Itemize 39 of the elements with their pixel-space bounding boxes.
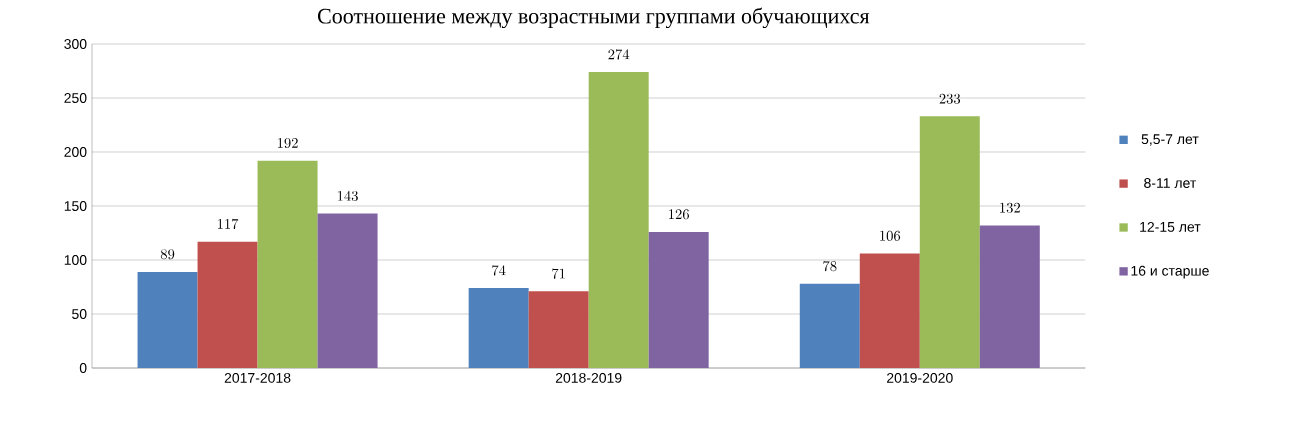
bar xyxy=(588,72,649,368)
legend-label: 12-15 лет xyxy=(1140,221,1201,232)
x-tick-label: 2017-2018 xyxy=(224,372,291,383)
legend-label: 16 и старше xyxy=(1131,265,1209,279)
bar xyxy=(859,253,920,368)
bar xyxy=(197,241,258,368)
data-label: 192 xyxy=(277,137,298,149)
y-tick-label: 250 xyxy=(64,93,87,103)
y-tick-label: 150 xyxy=(64,201,87,211)
bar xyxy=(137,271,198,368)
data-label: 274 xyxy=(608,49,630,60)
data-label: 106 xyxy=(880,230,901,241)
bar xyxy=(648,231,709,368)
y-tick-label: 100 xyxy=(64,255,87,265)
y-tick-label: 300 xyxy=(64,39,87,49)
bar xyxy=(799,283,860,368)
bar xyxy=(317,213,378,368)
data-label: 233 xyxy=(939,93,961,104)
bar xyxy=(919,116,980,368)
chart-title: Соотношение между возрастными группами обучающихся xyxy=(317,7,870,29)
data-label: 78 xyxy=(823,260,837,272)
legend-label: 8-11 лет xyxy=(1144,178,1197,188)
x-tick-label: 2018-2019 xyxy=(555,372,622,383)
bar xyxy=(468,288,529,368)
data-label: 89 xyxy=(160,249,175,260)
data-label: 132 xyxy=(1000,202,1020,213)
data-label: 74 xyxy=(492,265,506,276)
bar xyxy=(979,225,1040,368)
x-tick-label: 2019-2020 xyxy=(887,372,953,383)
data-label: 126 xyxy=(669,209,689,220)
y-tick-label: 50 xyxy=(72,309,87,319)
legend-label: 5,5-7 лет xyxy=(1141,134,1199,146)
data-label: 71 xyxy=(552,268,565,279)
y-tick-label: 200 xyxy=(64,147,87,157)
data-label: 117 xyxy=(217,218,239,230)
bar xyxy=(257,160,318,368)
bar xyxy=(528,291,589,368)
data-label: 143 xyxy=(337,190,358,201)
y-tick-label: 0 xyxy=(79,363,87,373)
